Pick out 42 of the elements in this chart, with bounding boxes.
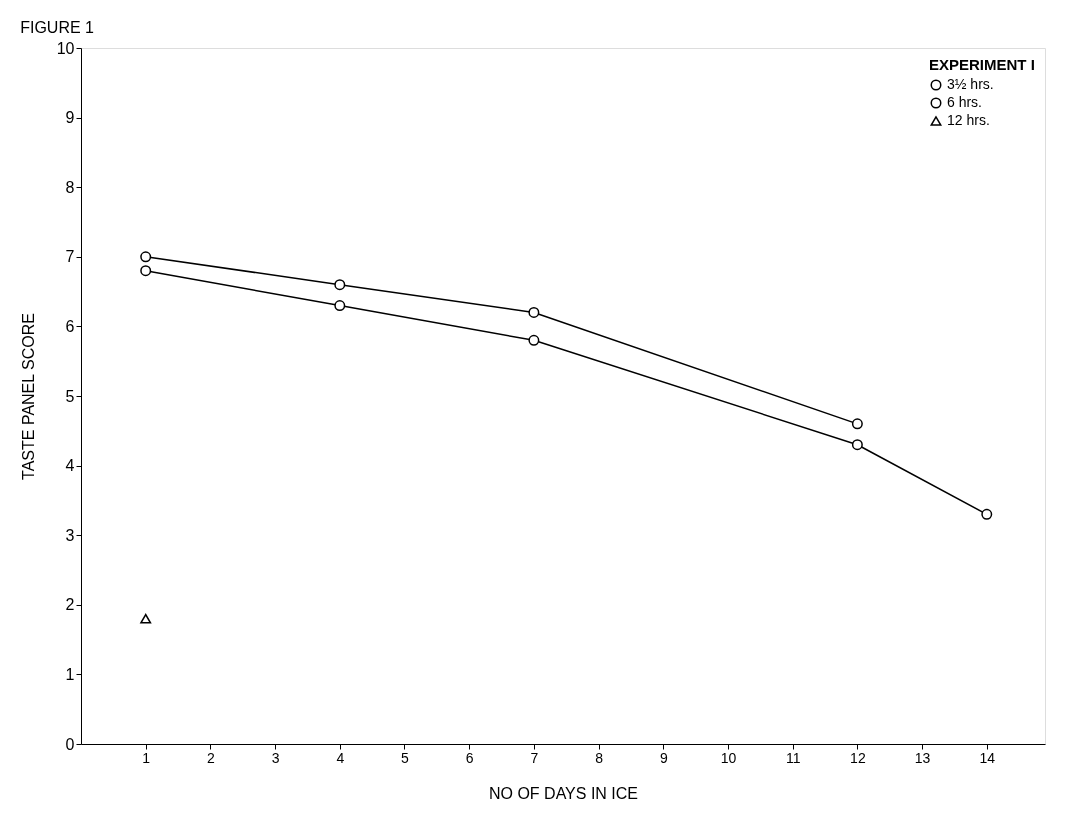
x-tick-label: 13 (914, 749, 931, 766)
y-tick-label: 8 (65, 178, 75, 196)
x-tick-label: 8 (595, 749, 604, 766)
point (851, 439, 863, 451)
x-tick-label: 10 (720, 749, 737, 766)
y-tick-label: 2 (65, 596, 75, 614)
point (334, 279, 346, 291)
point (851, 418, 863, 430)
y-tick-label: 7 (65, 248, 75, 266)
x-axis-title: NO OF DAYS IN ICE (488, 784, 639, 802)
point (528, 307, 540, 318)
legend-label: 6 hrs. (947, 94, 983, 110)
y-tick-label: 6 (65, 317, 75, 335)
y-axis-title: TASTE PANEL SCORE (19, 313, 37, 480)
x-tick-label: 2 (207, 749, 215, 766)
x-tick-label: 12 (850, 749, 866, 766)
point (140, 251, 152, 263)
x-tick-label: 7 (530, 749, 539, 766)
y-tick-label: 3 (65, 526, 75, 544)
x-tick-label: 4 (336, 749, 345, 766)
point (334, 300, 346, 311)
x-tick-label: 11 (785, 749, 801, 766)
point (140, 613, 152, 624)
y-tick-label: 5 (65, 387, 75, 405)
x-tick-label: 9 (659, 749, 668, 766)
chart-title: FIGURE 1 (20, 19, 95, 36)
point (981, 508, 993, 520)
legend-title: EXPERIMENT I (929, 56, 1035, 73)
legend-label: 12 hrs. (947, 112, 990, 128)
y-tick-label: 9 (65, 109, 75, 127)
point (528, 334, 540, 346)
x-tick-label: 1 (142, 749, 151, 766)
x-tick-label: 5 (401, 749, 410, 766)
x-tick-label: 3 (271, 749, 280, 766)
y-tick-label: 0 (65, 735, 75, 753)
y-tick-label: 1 (65, 665, 75, 683)
x-tick-label: 6 (465, 749, 474, 766)
point (140, 265, 152, 277)
x-tick-label: 14 (979, 749, 996, 766)
legend-label: 3½ hrs. (947, 76, 994, 92)
y-tick-label: 10 (56, 39, 75, 57)
y-tick-label: 4 (65, 457, 75, 475)
